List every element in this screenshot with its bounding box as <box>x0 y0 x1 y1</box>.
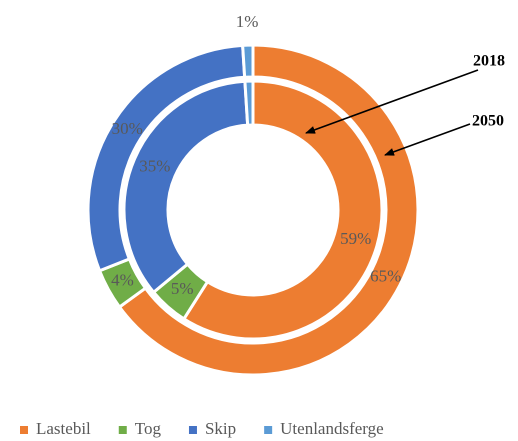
legend-swatch <box>188 426 197 434</box>
data-label: 4% <box>111 271 134 290</box>
legend-label: Skip <box>205 419 236 438</box>
donut-slice <box>122 79 250 295</box>
data-label: 59% <box>340 229 371 248</box>
donut-slice <box>117 43 420 377</box>
donut-slice <box>243 79 255 127</box>
donut-slice <box>241 43 255 79</box>
data-label: 35% <box>139 156 170 175</box>
legend-label: Utenlandsferge <box>280 419 384 438</box>
arrow <box>384 123 471 156</box>
legend-label: Tog <box>135 419 162 438</box>
data-label: 30% <box>112 119 143 138</box>
series-annotation: 2018 <box>473 53 505 70</box>
donut-slice <box>181 79 384 341</box>
data-label: 5% <box>171 279 194 298</box>
rings <box>86 43 420 377</box>
data-label: 65% <box>370 267 401 286</box>
legend-swatch <box>264 426 273 434</box>
legend-swatch <box>118 426 127 434</box>
arrow <box>305 69 479 134</box>
data-label: 1% <box>236 12 259 31</box>
legend-label: Lastebil <box>36 419 91 438</box>
series-annotation: 2050 <box>472 113 504 130</box>
legend-swatch <box>20 426 28 434</box>
